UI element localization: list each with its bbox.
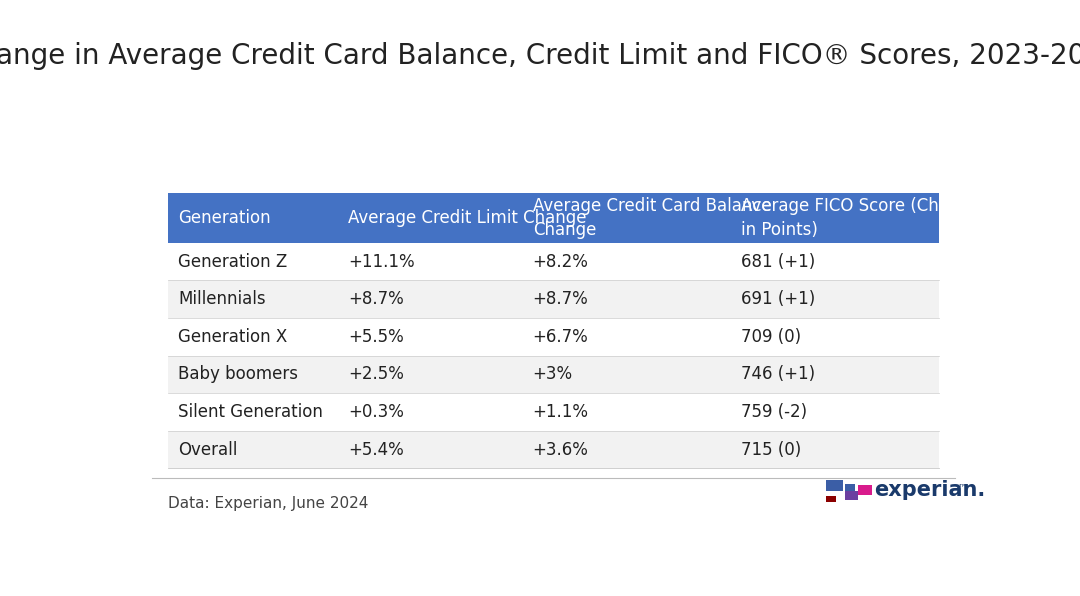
FancyBboxPatch shape xyxy=(168,431,338,468)
Text: Overall: Overall xyxy=(178,440,238,459)
Text: +1.1%: +1.1% xyxy=(532,403,589,421)
Text: 759 (-2): 759 (-2) xyxy=(741,403,807,421)
Text: +11.1%: +11.1% xyxy=(348,253,415,271)
Text: +0.3%: +0.3% xyxy=(348,403,404,421)
Text: +8.2%: +8.2% xyxy=(532,253,589,271)
FancyBboxPatch shape xyxy=(338,356,523,393)
Text: ™: ™ xyxy=(958,482,968,492)
Text: +5.5%: +5.5% xyxy=(348,328,404,346)
FancyBboxPatch shape xyxy=(826,496,836,502)
Text: Generation X: Generation X xyxy=(178,328,287,346)
Text: +5.4%: +5.4% xyxy=(348,440,404,459)
Text: Silent Generation: Silent Generation xyxy=(178,403,323,421)
Text: 681 (+1): 681 (+1) xyxy=(741,253,815,271)
Text: Average Credit Limit Change: Average Credit Limit Change xyxy=(348,209,586,227)
FancyBboxPatch shape xyxy=(338,431,523,468)
Text: 746 (+1): 746 (+1) xyxy=(741,365,814,383)
Text: 709 (0): 709 (0) xyxy=(741,328,800,346)
FancyBboxPatch shape xyxy=(338,243,523,280)
Text: 691 (+1): 691 (+1) xyxy=(741,290,815,308)
FancyBboxPatch shape xyxy=(523,356,730,393)
FancyBboxPatch shape xyxy=(338,393,523,431)
FancyBboxPatch shape xyxy=(730,393,939,431)
FancyBboxPatch shape xyxy=(338,280,523,318)
FancyBboxPatch shape xyxy=(730,193,939,243)
FancyBboxPatch shape xyxy=(168,280,338,318)
FancyBboxPatch shape xyxy=(826,480,843,492)
Text: Change in Average Credit Card Balance, Credit Limit and FICO® Scores, 2023-2024: Change in Average Credit Card Balance, C… xyxy=(0,42,1080,70)
Text: +2.5%: +2.5% xyxy=(348,365,404,383)
Text: Generation Z: Generation Z xyxy=(178,253,287,271)
FancyBboxPatch shape xyxy=(523,431,730,468)
Text: +8.7%: +8.7% xyxy=(348,290,404,308)
Text: 715 (0): 715 (0) xyxy=(741,440,801,459)
FancyBboxPatch shape xyxy=(523,393,730,431)
FancyBboxPatch shape xyxy=(730,356,939,393)
FancyBboxPatch shape xyxy=(730,280,939,318)
Text: Average Credit Card Balance
Change: Average Credit Card Balance Change xyxy=(532,197,771,239)
FancyBboxPatch shape xyxy=(730,431,939,468)
FancyBboxPatch shape xyxy=(845,491,859,499)
FancyBboxPatch shape xyxy=(168,243,338,280)
Text: +6.7%: +6.7% xyxy=(532,328,589,346)
FancyBboxPatch shape xyxy=(730,318,939,356)
Text: +3%: +3% xyxy=(532,365,572,383)
FancyBboxPatch shape xyxy=(523,318,730,356)
FancyBboxPatch shape xyxy=(859,486,872,495)
FancyBboxPatch shape xyxy=(338,193,523,243)
FancyBboxPatch shape xyxy=(168,193,338,243)
FancyBboxPatch shape xyxy=(338,318,523,356)
Text: Average FICO Score (Change
in Points): Average FICO Score (Change in Points) xyxy=(741,197,980,239)
FancyBboxPatch shape xyxy=(523,193,730,243)
FancyBboxPatch shape xyxy=(730,243,939,280)
FancyBboxPatch shape xyxy=(523,243,730,280)
Text: Millennials: Millennials xyxy=(178,290,266,308)
FancyBboxPatch shape xyxy=(168,356,338,393)
Text: +3.6%: +3.6% xyxy=(532,440,589,459)
Text: Data: Experian, June 2024: Data: Experian, June 2024 xyxy=(168,496,369,511)
FancyBboxPatch shape xyxy=(845,483,855,491)
Text: +8.7%: +8.7% xyxy=(532,290,589,308)
FancyBboxPatch shape xyxy=(523,280,730,318)
Text: Generation: Generation xyxy=(178,209,271,227)
Text: experian.: experian. xyxy=(874,480,985,500)
Text: Baby boomers: Baby boomers xyxy=(178,365,298,383)
FancyBboxPatch shape xyxy=(168,393,338,431)
FancyBboxPatch shape xyxy=(168,318,338,356)
